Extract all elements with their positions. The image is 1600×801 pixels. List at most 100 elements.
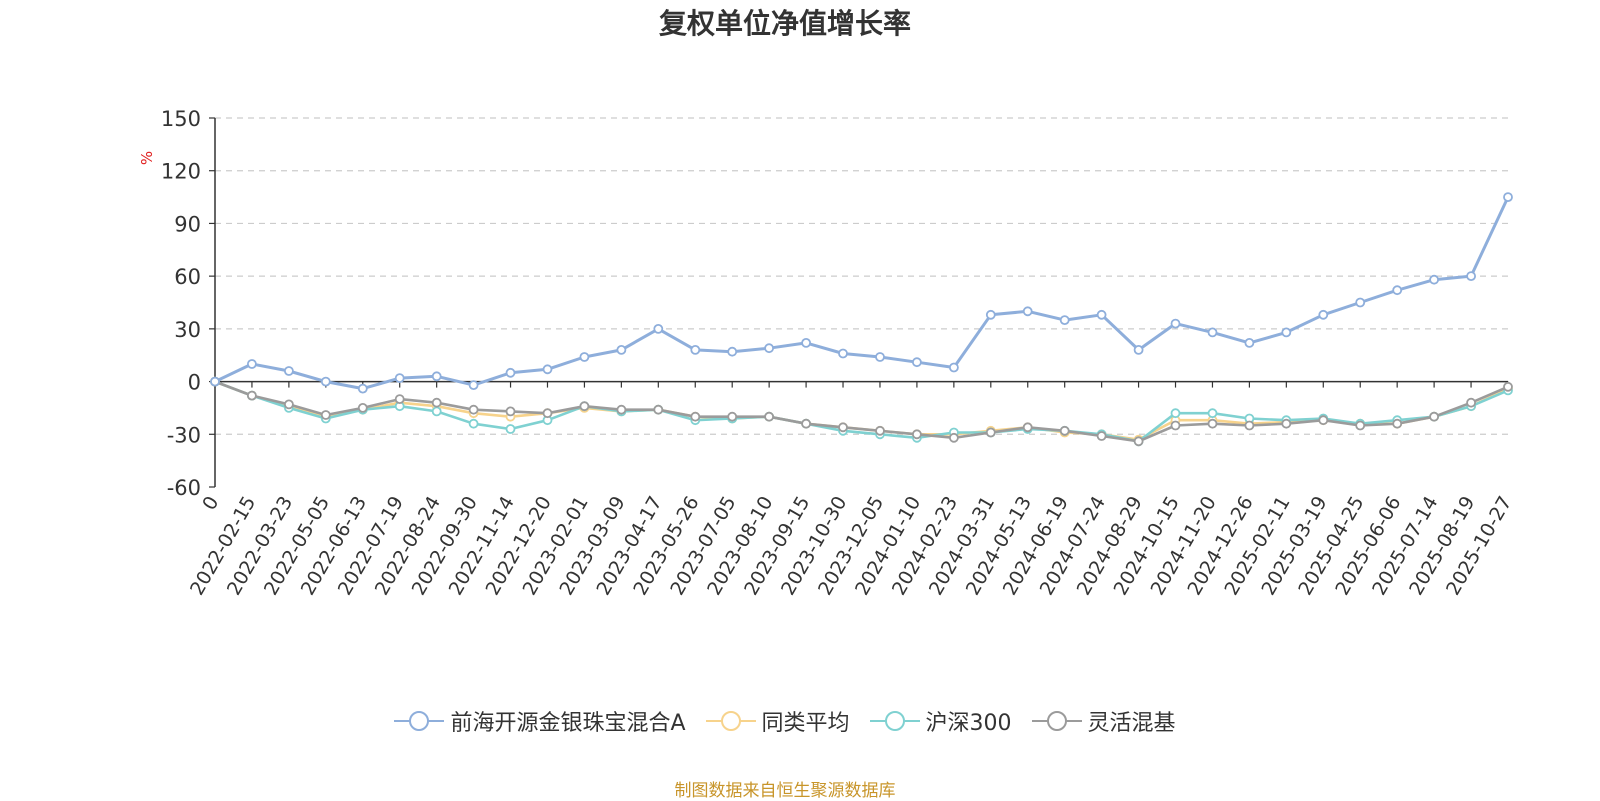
- data-point[interactable]: [1170, 408, 1181, 419]
- legend-label-flexible-mixed: 灵活混基: [1087, 711, 1176, 736]
- data-point[interactable]: [320, 410, 331, 420]
- data-point[interactable]: [1022, 306, 1033, 317]
- data-point[interactable]: [764, 343, 774, 354]
- data-point[interactable]: [985, 309, 996, 320]
- data-point[interactable]: [1429, 274, 1439, 285]
- data-point[interactable]: [801, 418, 811, 429]
- data-point[interactable]: [875, 425, 885, 436]
- data-point[interactable]: [653, 404, 664, 415]
- legend-marker-icon: [1031, 711, 1082, 731]
- data-point[interactable]: [1392, 418, 1403, 429]
- data-point[interactable]: [875, 352, 885, 362]
- series-line: [213, 380, 1510, 441]
- data-point[interactable]: [838, 348, 848, 359]
- grid-layer: [215, 117, 1508, 435]
- data-point[interactable]: [1503, 381, 1513, 392]
- data-point[interactable]: [1318, 309, 1329, 320]
- data-point[interactable]: [283, 366, 294, 376]
- data-point[interactable]: [1392, 285, 1403, 296]
- data-point[interactable]: [246, 390, 257, 401]
- data-point[interactable]: [431, 371, 442, 382]
- data-point[interactable]: [1355, 420, 1366, 431]
- data-point[interactable]: [801, 337, 811, 348]
- legend-item-csi300[interactable]: 沪深300: [869, 705, 1012, 737]
- series-layer: [210, 192, 1513, 447]
- data-point[interactable]: [616, 344, 627, 355]
- data-point[interactable]: [542, 408, 553, 419]
- y-tick-label: 90: [174, 212, 201, 236]
- y-tick-label: 30: [174, 318, 201, 342]
- data-point[interactable]: [838, 422, 848, 433]
- data-point[interactable]: [210, 376, 220, 387]
- data-point[interactable]: [1096, 431, 1107, 441]
- legend-marker-icon: [705, 711, 756, 731]
- data-point[interactable]: [690, 344, 701, 355]
- data-point[interactable]: [1170, 420, 1181, 431]
- data-point[interactable]: [320, 376, 331, 387]
- y-tick-label: -30: [167, 423, 201, 447]
- series-line: [213, 380, 1510, 443]
- data-point[interactable]: [1466, 397, 1476, 408]
- data-point[interactable]: [1281, 418, 1292, 429]
- data-point[interactable]: [1207, 418, 1218, 429]
- legend: 前海开源金银珠宝混合A 同类平均 沪深300 灵活混基: [0, 705, 1570, 737]
- data-point[interactable]: [431, 406, 442, 417]
- data-point[interactable]: [357, 402, 368, 413]
- data-point[interactable]: [1133, 436, 1144, 447]
- data-point[interactable]: [1096, 309, 1107, 320]
- series-line: [213, 195, 1510, 391]
- data-point[interactable]: [505, 367, 516, 378]
- data-point[interactable]: [283, 399, 294, 410]
- data-point[interactable]: [579, 352, 590, 362]
- data-point[interactable]: [727, 346, 738, 357]
- data-point[interactable]: [579, 401, 590, 412]
- data-point[interactable]: [1244, 420, 1255, 431]
- data-point[interactable]: [1207, 408, 1218, 419]
- legend-item-flexible-mixed[interactable]: 灵活混基: [1031, 705, 1176, 737]
- legend-label-csi300: 沪深300: [925, 711, 1012, 736]
- data-point[interactable]: [764, 411, 774, 422]
- data-point[interactable]: [468, 404, 479, 415]
- data-point[interactable]: [1503, 192, 1513, 203]
- data-point[interactable]: [949, 432, 959, 443]
- data-point[interactable]: [1355, 297, 1366, 308]
- data-point[interactable]: [431, 397, 442, 408]
- legend-item-peer-average[interactable]: 同类平均: [705, 705, 850, 737]
- data-point[interactable]: [1318, 415, 1329, 426]
- data-point[interactable]: [949, 362, 959, 373]
- data-point[interactable]: [727, 411, 738, 422]
- data-point[interactable]: [1022, 422, 1033, 433]
- data-point[interactable]: [468, 418, 479, 429]
- data-point[interactable]: [357, 383, 368, 394]
- data-point[interactable]: [1429, 411, 1439, 422]
- data-point[interactable]: [542, 364, 553, 375]
- data-point[interactable]: [1170, 318, 1181, 329]
- data-point[interactable]: [1281, 327, 1292, 338]
- chart-title: 复权单位净值增长率: [658, 7, 911, 40]
- data-point[interactable]: [616, 404, 627, 415]
- data-point[interactable]: [468, 380, 479, 391]
- data-point[interactable]: [1059, 315, 1070, 326]
- data-point[interactable]: [985, 427, 996, 438]
- legend-marker-icon: [394, 711, 445, 731]
- data-point[interactable]: [394, 373, 405, 384]
- data-point[interactable]: [1207, 327, 1218, 338]
- y-tick-label: 120: [161, 160, 201, 184]
- data-point[interactable]: [1466, 271, 1476, 282]
- x-tick-label: 0: [198, 493, 223, 514]
- data-point[interactable]: [690, 411, 701, 422]
- data-point[interactable]: [394, 394, 405, 405]
- y-tick-label: -60: [167, 476, 201, 500]
- legend-item-fund[interactable]: 前海开源金银珠宝混合A: [394, 705, 686, 737]
- data-point[interactable]: [1059, 425, 1070, 436]
- line-chart: 1501209060300-30-6002022-02-152022-03-23…: [138, 107, 1516, 599]
- data-point[interactable]: [1133, 344, 1144, 355]
- data-point[interactable]: [1244, 337, 1255, 348]
- data-point[interactable]: [505, 406, 516, 417]
- data-point[interactable]: [505, 424, 516, 434]
- data-point[interactable]: [653, 323, 664, 334]
- data-point[interactable]: [912, 357, 922, 368]
- data-point[interactable]: [912, 429, 922, 440]
- y-tick-label: 60: [174, 265, 201, 289]
- data-point[interactable]: [246, 359, 257, 369]
